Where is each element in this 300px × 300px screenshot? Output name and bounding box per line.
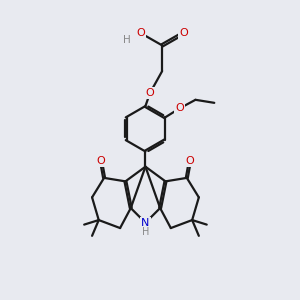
Text: O: O [97,156,105,166]
Text: O: O [185,156,194,166]
Text: O: O [175,103,184,113]
Text: H: H [142,227,149,237]
Text: O: O [146,88,154,98]
Text: N: N [141,218,150,228]
Text: H: H [123,35,130,45]
Text: O: O [179,28,188,38]
Text: O: O [136,28,145,38]
